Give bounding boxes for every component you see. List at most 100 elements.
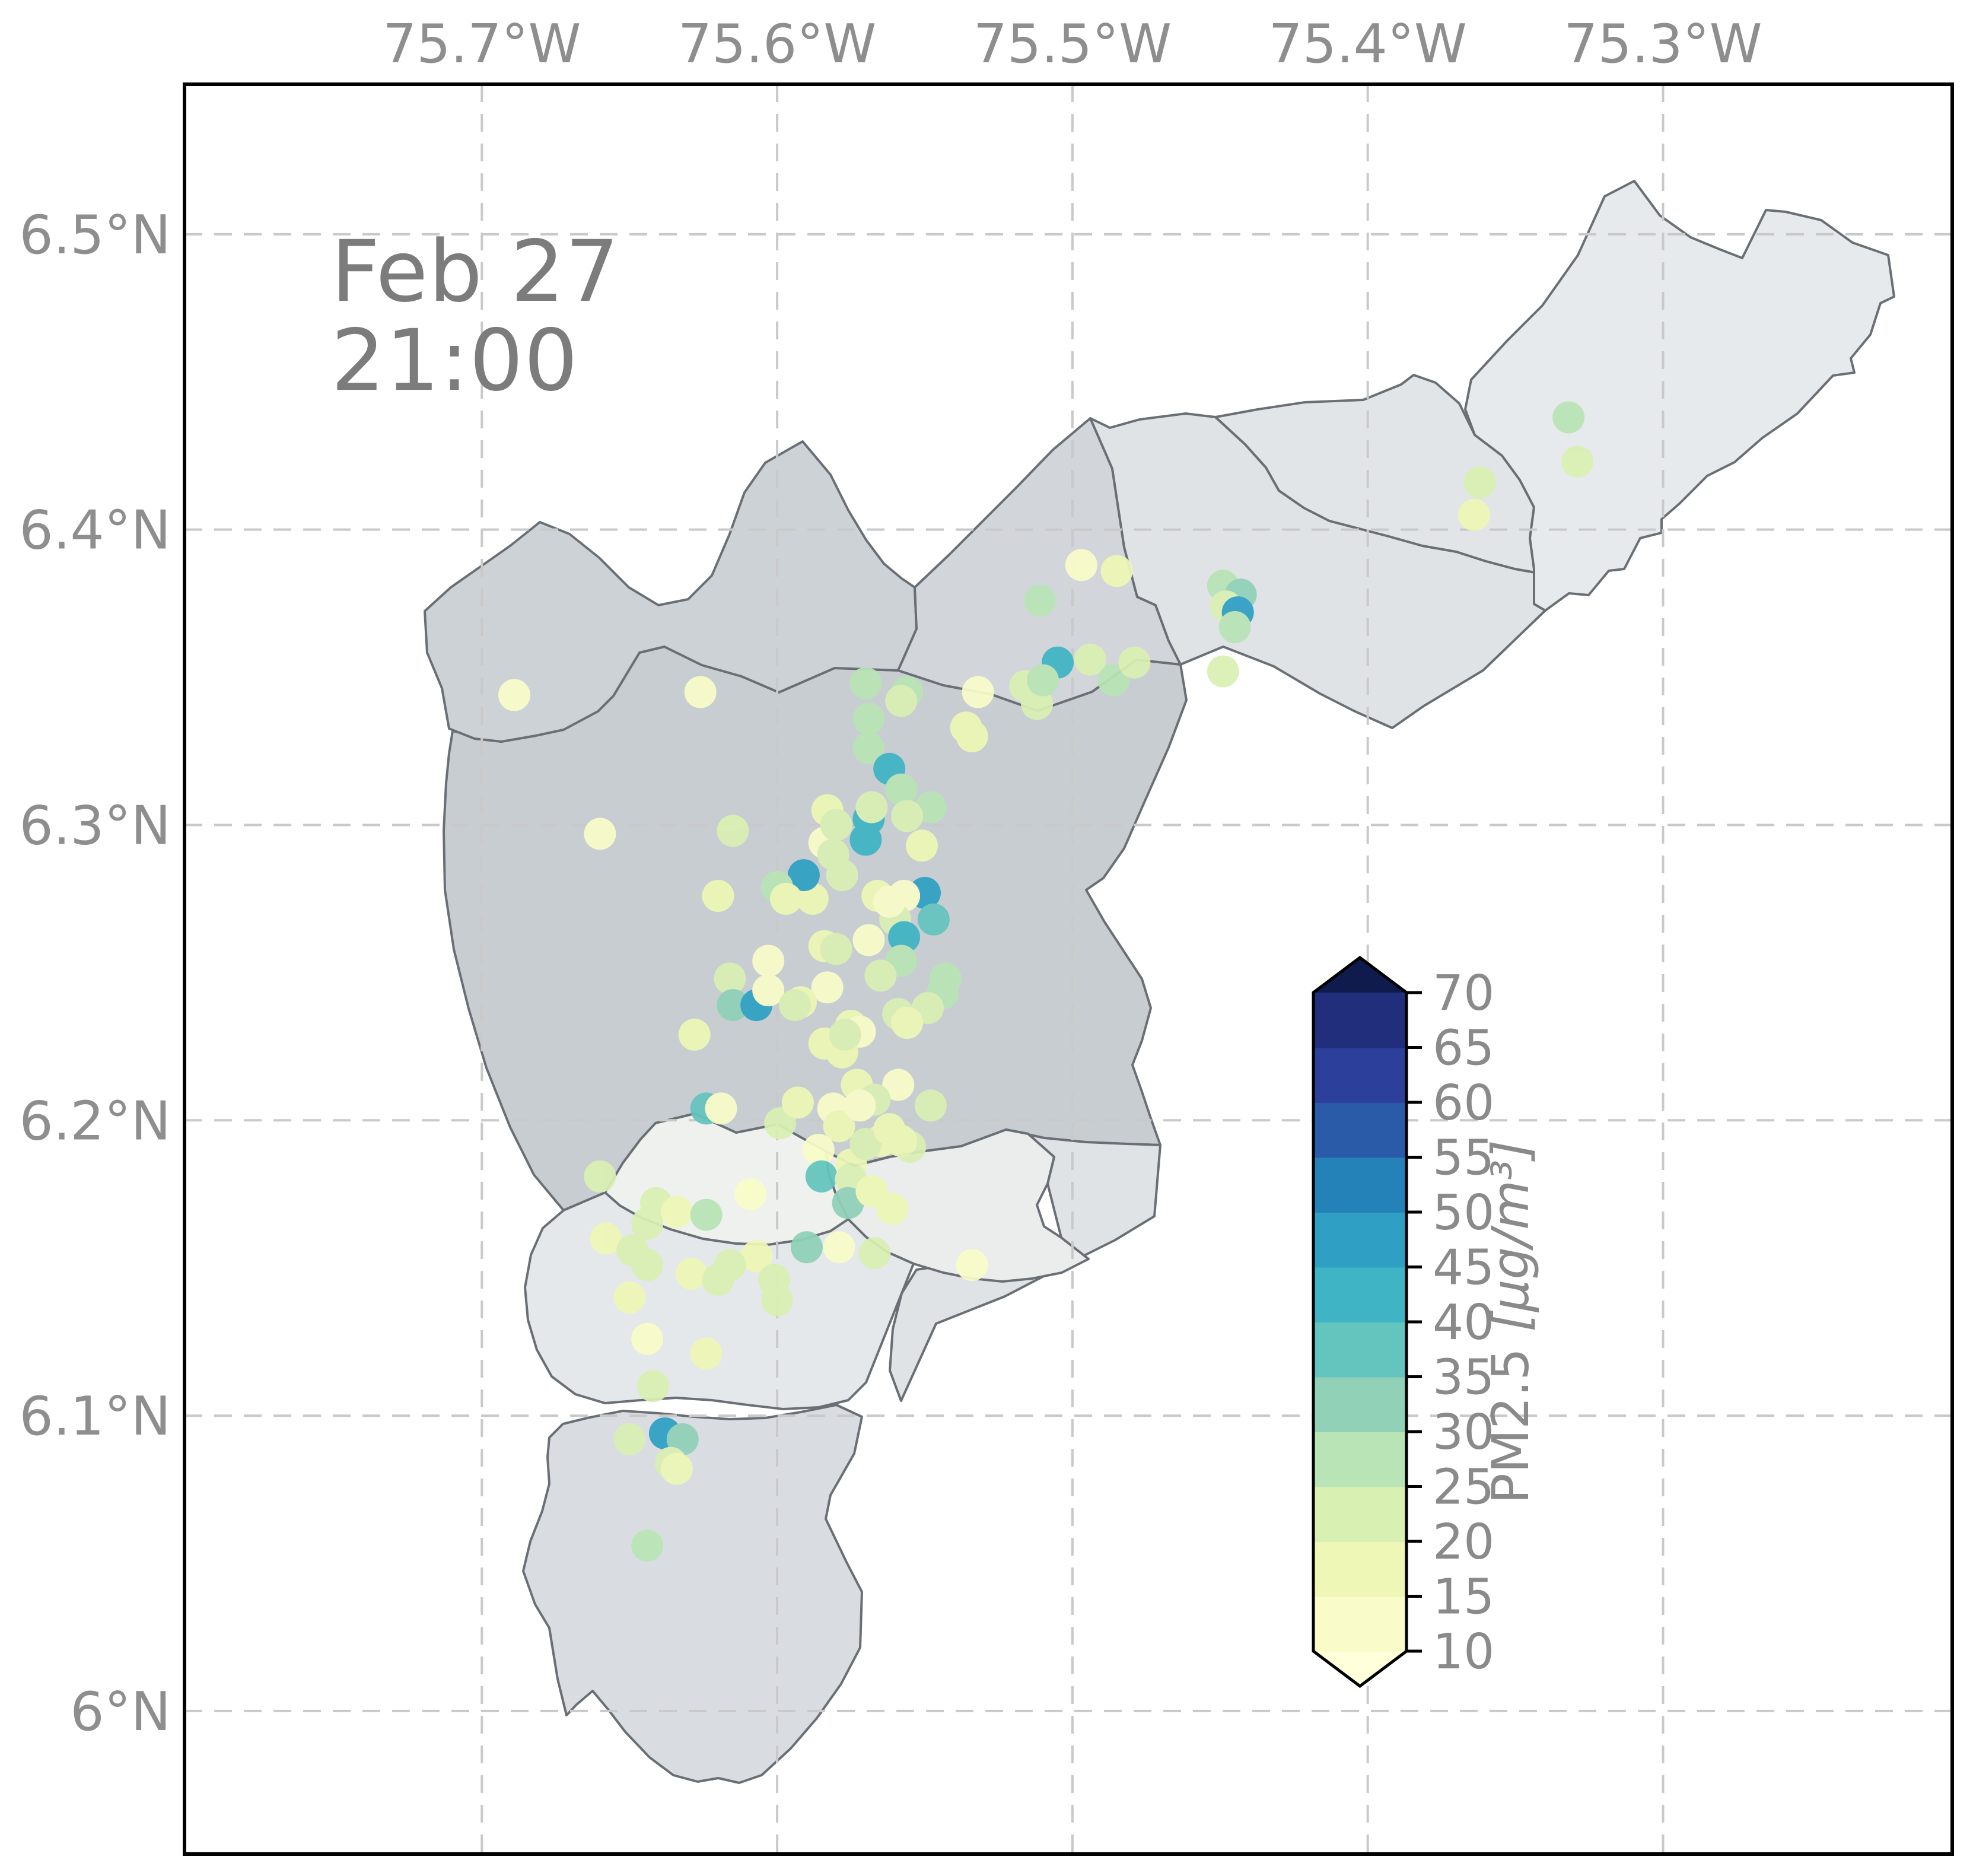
- axis-label-top: 75.7°W: [383, 13, 581, 75]
- station-dot: [811, 971, 844, 1004]
- station-dot: [590, 1222, 622, 1255]
- station-dot: [1027, 664, 1059, 697]
- station-dot: [888, 921, 921, 953]
- station-dot: [1074, 643, 1106, 676]
- station-dot: [823, 1231, 855, 1264]
- colorbar-tick-label: 60: [1433, 1075, 1494, 1131]
- station-dot: [779, 989, 811, 1022]
- station-dot: [613, 1423, 646, 1455]
- colorbar-over-arrow: [1313, 958, 1406, 993]
- colorbar-segment: [1313, 1157, 1406, 1213]
- station-dot: [752, 945, 785, 977]
- station-dot: [584, 1160, 616, 1193]
- region-caldas: [522, 1404, 863, 1784]
- station-dot: [873, 885, 906, 918]
- axis-label-top: 75.3°W: [1564, 13, 1762, 75]
- station-dot: [1100, 555, 1133, 587]
- station-dot: [660, 1195, 693, 1228]
- station-dot: [675, 1258, 708, 1290]
- colorbar-segment: [1313, 1212, 1406, 1268]
- station-dot: [1207, 655, 1239, 688]
- station-dot: [637, 1370, 669, 1403]
- station-dot: [734, 1178, 767, 1210]
- station-dot: [885, 1125, 918, 1158]
- station-dot: [690, 1337, 723, 1370]
- station-dot: [832, 1187, 864, 1219]
- date-annotation-date: Feb 27: [331, 222, 620, 321]
- station-dot: [956, 1249, 988, 1282]
- station-dot: [631, 1249, 664, 1282]
- colorbar-under-arrow: [1313, 1651, 1406, 1686]
- date-annotation-time: 21:00: [331, 311, 579, 410]
- station-dot: [805, 1160, 838, 1193]
- station-dot: [817, 838, 849, 871]
- station-dot: [678, 1018, 711, 1051]
- station-dot: [705, 1092, 737, 1125]
- station-dot: [631, 1530, 664, 1562]
- station-dot: [852, 732, 885, 765]
- station-dot: [844, 1089, 876, 1122]
- station-dot: [702, 880, 734, 912]
- station-dot: [962, 676, 994, 708]
- station-dot: [690, 1198, 723, 1231]
- station-dot: [956, 720, 988, 753]
- station-dot: [823, 1110, 855, 1143]
- colorbar-segment: [1313, 1596, 1406, 1652]
- colorbar-segment: [1313, 1376, 1406, 1432]
- station-dot: [1561, 446, 1594, 478]
- axis-label-left: 6.5°N: [20, 204, 171, 266]
- colorbar-segment: [1313, 1432, 1406, 1487]
- station-dot: [820, 933, 852, 965]
- station-dot: [885, 685, 918, 717]
- colorbar-tick-label: 65: [1433, 1020, 1494, 1077]
- station-dot: [631, 1207, 664, 1240]
- colorbar-segment: [1313, 993, 1406, 1048]
- axis-label-left: 6°N: [70, 1681, 171, 1743]
- station-dot: [829, 1018, 861, 1051]
- station-dot: [752, 974, 785, 1007]
- station-dot: [914, 1089, 947, 1122]
- station-dot: [820, 809, 852, 841]
- plot-border: [183, 82, 1954, 1856]
- station-dot: [1065, 549, 1097, 581]
- colorbar-tick-label: 30: [1433, 1404, 1494, 1461]
- station-dot: [790, 1231, 823, 1264]
- station-dot: [855, 791, 888, 823]
- colorbar-axis-label: PM2.5 [μg/m³]: [1481, 1140, 1541, 1504]
- station-dot: [787, 859, 820, 892]
- station-dot: [917, 903, 950, 936]
- station-dot: [1552, 401, 1585, 434]
- station-dot: [660, 1452, 693, 1485]
- station-dot: [584, 818, 616, 850]
- axis-label-top: 75.6°W: [678, 13, 876, 75]
- station-dot: [1458, 498, 1490, 531]
- colorbar-segment: [1313, 1541, 1406, 1597]
- colorbar-tick-label: 10: [1433, 1624, 1494, 1680]
- station-dot: [906, 829, 938, 862]
- axis-label-left: 6.2°N: [20, 1090, 171, 1152]
- station-dot: [781, 1086, 814, 1119]
- station-dot: [876, 1193, 909, 1225]
- station-dot: [858, 1237, 891, 1270]
- axis-labels: 75.7°W 75.6°W 75.5°W 75.4°W 75.3°W 6.5°N 6.4°N…: [20, 13, 1762, 1743]
- station-dot: [770, 882, 802, 915]
- station-dot: [717, 989, 749, 1022]
- station-dot: [684, 676, 717, 708]
- colorbar-segment: [1313, 1322, 1406, 1378]
- station-dot: [1463, 466, 1496, 498]
- station-dot: [882, 1069, 915, 1101]
- colorbar-tick-label: 55: [1433, 1130, 1494, 1187]
- station-dot: [852, 702, 885, 735]
- colorbar-tick-label: 50: [1433, 1185, 1494, 1241]
- station-dot: [891, 1007, 924, 1039]
- colorbar-tick-label: 15: [1433, 1569, 1494, 1626]
- axis-label-top: 75.5°W: [973, 13, 1172, 75]
- station-dot: [1024, 584, 1056, 617]
- station-dot: [1218, 611, 1251, 643]
- axis-label-left: 6.4°N: [20, 500, 171, 562]
- region-barbosa: [1464, 180, 1895, 612]
- station-dot: [1118, 646, 1151, 679]
